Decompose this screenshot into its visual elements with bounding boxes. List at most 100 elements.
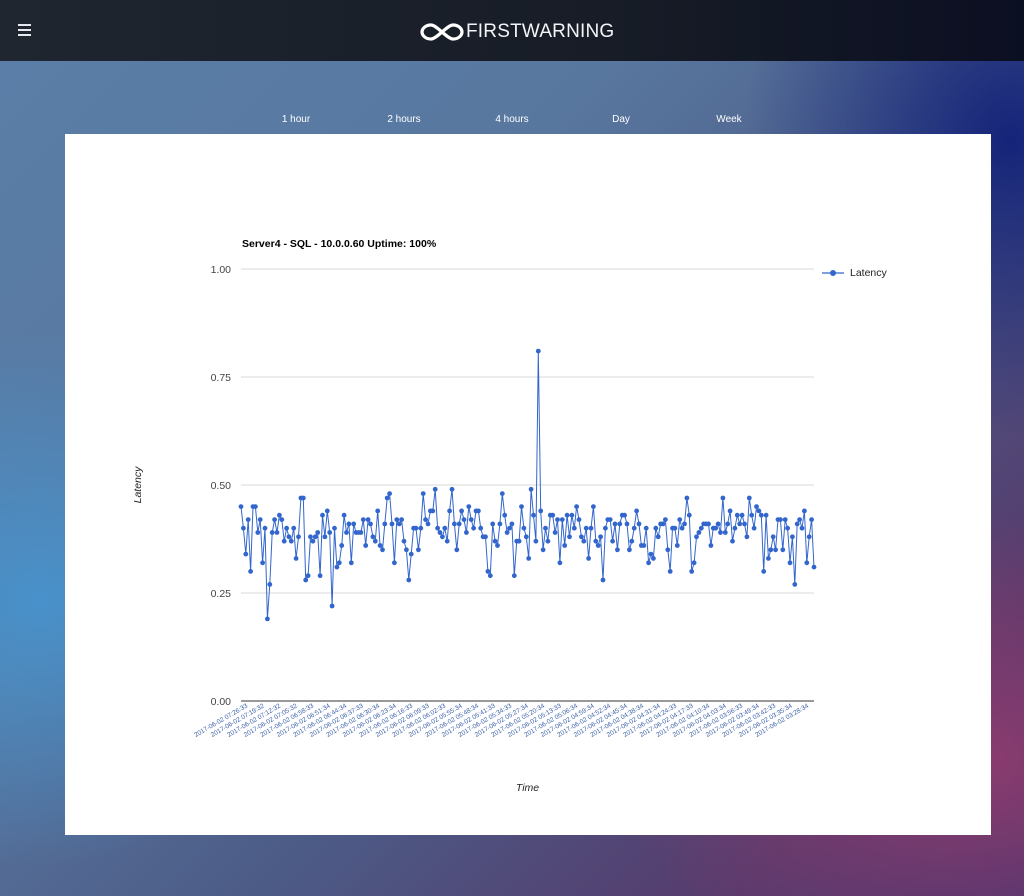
data-point (336, 560, 342, 566)
data-point (387, 491, 392, 496)
data-point (799, 525, 805, 531)
data-point (739, 512, 745, 518)
data-point (315, 530, 321, 535)
data-point (320, 512, 325, 518)
tab-4-hours[interactable]: 4 hours (495, 114, 529, 125)
data-point (624, 521, 630, 527)
tab-day[interactable]: Day (612, 114, 630, 125)
data-point (528, 486, 534, 492)
data-point (655, 534, 661, 540)
data-point (756, 508, 762, 514)
data-point (241, 525, 246, 531)
data-point (310, 538, 316, 544)
data-point (648, 551, 654, 557)
data-point (761, 569, 767, 574)
data-point (389, 521, 395, 527)
data-point (478, 525, 484, 531)
data-point (461, 517, 467, 522)
data-point (555, 517, 560, 522)
data-point (303, 577, 309, 583)
data-point (308, 534, 313, 540)
legend-label: Latency (850, 267, 887, 279)
data-point (425, 521, 431, 527)
data-point (617, 521, 623, 527)
data-point (653, 525, 659, 531)
data-point (392, 560, 397, 566)
data-point (487, 573, 493, 579)
data-point (413, 525, 419, 531)
data-point (603, 525, 608, 531)
data-point (698, 525, 704, 531)
y-axis-title: Latency (132, 466, 144, 504)
data-point (706, 521, 711, 527)
data-point (277, 512, 282, 518)
data-point (768, 547, 774, 553)
time-range-tabs: 1 hour 2 hours 4 hours Day Week (0, 114, 1024, 130)
tab-2-hours[interactable]: 2 hours (387, 114, 421, 125)
legend-item-latency[interactable]: Latency (822, 267, 887, 279)
data-point (660, 521, 666, 527)
data-point (663, 517, 668, 522)
data-point (281, 538, 287, 544)
brand-logo[interactable]: FIRSTWARNING (420, 20, 614, 44)
data-point (269, 530, 275, 535)
y-tick-label: 0.75 (211, 372, 232, 384)
data-point (792, 582, 798, 587)
data-point (674, 543, 680, 548)
data-point (274, 530, 280, 535)
data-point (569, 512, 575, 518)
data-point (562, 543, 568, 548)
data-point (722, 530, 728, 535)
data-point (713, 525, 719, 531)
data-point (720, 495, 726, 501)
data-point (607, 517, 613, 522)
data-point (272, 517, 277, 522)
x-axis-title: Time (516, 782, 539, 794)
data-point (399, 517, 404, 522)
data-point (255, 530, 261, 535)
data-point (631, 525, 637, 531)
data-point (305, 573, 311, 579)
data-point (526, 556, 532, 561)
data-point (794, 521, 800, 527)
data-point (490, 521, 496, 527)
data-point (464, 530, 469, 535)
data-point (636, 521, 642, 527)
data-point (552, 530, 558, 535)
tab-week[interactable]: Week (716, 114, 742, 125)
data-point (511, 573, 517, 579)
data-point (622, 512, 627, 518)
tab-1-hour[interactable]: 1 hour (281, 114, 311, 125)
data-point (483, 534, 488, 540)
data-point (627, 547, 632, 553)
data-point (516, 538, 522, 544)
data-point (267, 582, 273, 587)
data-point (737, 521, 743, 527)
data-point (406, 577, 412, 583)
data-point (773, 547, 778, 553)
data-point (576, 517, 582, 522)
data-point (689, 569, 695, 574)
data-point (262, 525, 268, 531)
data-point (332, 525, 337, 531)
data-point (535, 348, 541, 354)
data-point (286, 534, 292, 540)
data-point (423, 517, 428, 522)
data-point (758, 512, 764, 518)
data-point (420, 491, 426, 496)
data-point (509, 521, 515, 527)
hamburger-icon[interactable] (18, 24, 32, 36)
data-point (686, 512, 692, 518)
data-point (495, 543, 500, 548)
data-point (466, 504, 472, 509)
data-point (684, 495, 690, 501)
data-point (322, 534, 328, 540)
top-bar: FIRSTWARNING (0, 0, 1024, 61)
data-point (591, 504, 596, 509)
data-point (734, 512, 740, 518)
data-point (540, 547, 546, 553)
data-point (694, 534, 699, 540)
data-point (418, 525, 424, 531)
data-point (754, 504, 759, 509)
data-point (447, 508, 452, 514)
